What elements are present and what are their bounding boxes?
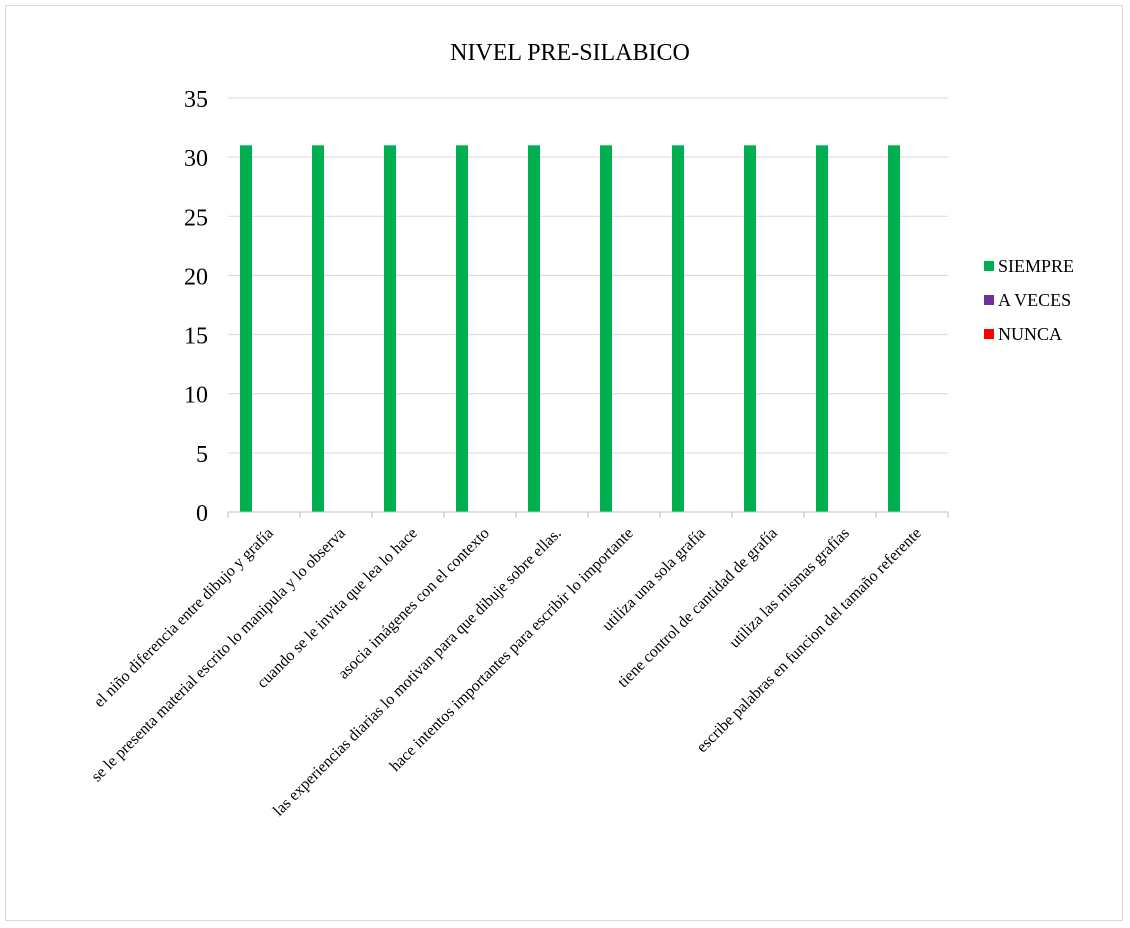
x-tick-label: utiliza las mismas grafías	[726, 525, 853, 652]
bar-siempre	[528, 145, 540, 513]
bar-siempre	[240, 145, 252, 513]
y-tick-label: 0	[196, 501, 208, 527]
x-tick-label: se le presenta material escrito lo manip…	[88, 525, 349, 786]
x-axis-ticks	[227, 512, 949, 518]
x-tick-label: tiene control de cantidad de grafía	[615, 525, 781, 691]
y-tick-label: 15	[184, 324, 208, 350]
x-tick-label: hace intentos importantes para escribir …	[387, 525, 637, 775]
y-tick-label: 25	[184, 205, 208, 231]
bar-siempre	[888, 145, 900, 513]
legend-label: SIEMPRE	[998, 256, 1074, 276]
bar-siempre	[312, 145, 324, 513]
y-tick-label: 30	[184, 146, 208, 172]
legend-swatch	[984, 329, 994, 339]
y-axis-tick-labels: 0 5 10 15 20 25 30 35	[184, 87, 208, 527]
y-tick-label: 10	[184, 383, 208, 409]
legend: SIEMPRE A VECES NUNCA	[984, 256, 1074, 344]
x-tick-label: cuando se le invita que lea lo hace	[254, 525, 421, 692]
bar-siempre	[744, 145, 756, 513]
chart-title: NIVEL PRE-SILABICO	[450, 40, 690, 66]
x-axis-tick-labels: el niño diferencia entre dibujo y grafía…	[88, 525, 925, 820]
bar-siempre	[384, 145, 396, 513]
y-tick-label: 35	[184, 87, 208, 113]
chart-frame	[5, 5, 1123, 921]
bar-siempre	[816, 145, 828, 513]
bars	[240, 145, 900, 513]
bar-siempre	[600, 145, 612, 513]
y-tick-label: 5	[196, 442, 208, 468]
y-tick-label: 20	[184, 264, 208, 290]
legend-label: NUNCA	[998, 324, 1062, 344]
x-tick-label: asocia imágenes con el contexto	[335, 525, 493, 683]
legend-swatch	[984, 295, 994, 305]
bar-siempre	[456, 145, 468, 513]
gridlines	[228, 97, 948, 454]
legend-label: A VECES	[998, 290, 1071, 310]
bar-siempre	[672, 145, 684, 513]
legend-swatch	[984, 261, 994, 271]
